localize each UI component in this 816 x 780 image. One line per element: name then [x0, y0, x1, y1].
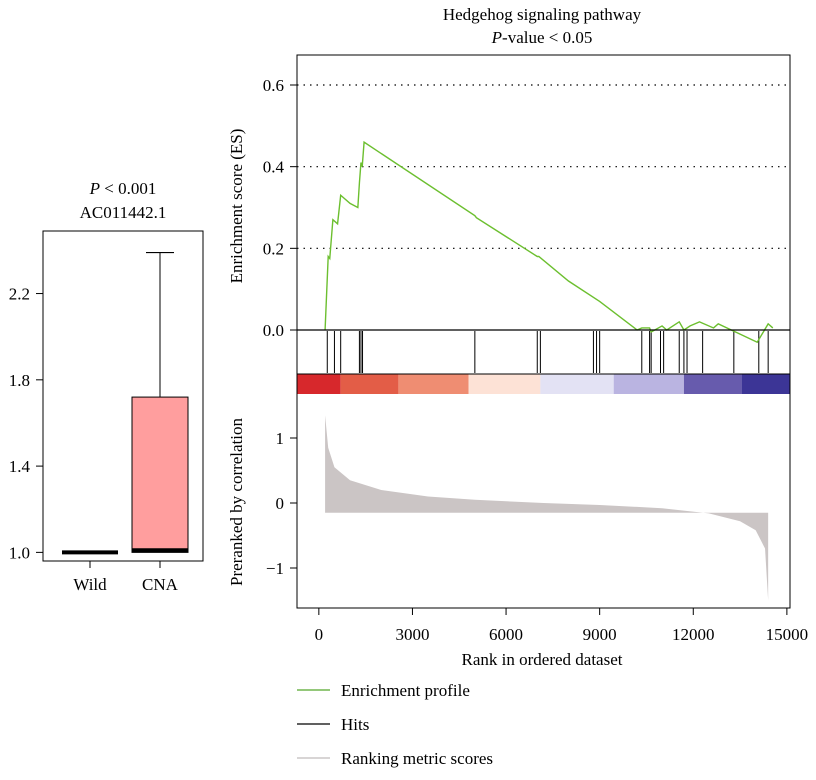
- x-tick-label: 6000: [489, 625, 523, 644]
- metric-fill: [325, 415, 769, 601]
- hit-lines: [326, 331, 769, 373]
- x-tick-label: 9000: [583, 625, 617, 644]
- boxplot-x-tick-label: Wild: [73, 575, 107, 594]
- color-bar-segment: [613, 374, 684, 394]
- es-curve: [324, 140, 774, 344]
- legend-label: Enrichment profile: [341, 681, 470, 700]
- boxplot-boxes: [62, 251, 189, 555]
- metric-axis-label: Preranked by correlation: [227, 417, 246, 586]
- es-y-tick-label: 0.6: [263, 76, 284, 95]
- boxplot-y-tick-label: 1.8: [9, 371, 30, 390]
- boxplot-x-axis: Wild CNA: [73, 561, 179, 594]
- x-tick-label: 15000: [766, 625, 809, 644]
- boxplot-x-tick-label: CNA: [142, 575, 179, 594]
- box-cna: [131, 251, 189, 553]
- boxplot-y-tick-label: 1.4: [9, 457, 31, 476]
- color-bar-segment: [340, 374, 399, 394]
- boxplot-y-tick-label: 2.2: [9, 285, 30, 304]
- boxplot-p-italic: P: [89, 179, 100, 198]
- es-y-tick-label: 0.0: [263, 321, 284, 340]
- box-body: [131, 396, 189, 553]
- color-bar: [297, 374, 790, 394]
- metric-area: [325, 415, 769, 601]
- gsea-subtitle-p-italic: P: [491, 28, 502, 47]
- x-tick-label: 3000: [395, 625, 429, 644]
- boxplot-y-axis: 1.0 1.4 1.8 2.2: [9, 285, 43, 562]
- boxplot-pvalue-title: P < 0.001: [89, 179, 157, 198]
- es-y-tick-label: 0.2: [263, 239, 284, 258]
- x-tick-label: 12000: [672, 625, 715, 644]
- es-y-axis: 0.0 0.2 0.4 0.6: [263, 76, 297, 340]
- gsea-frame: [296, 54, 791, 609]
- metric-y-tick-label: −1: [266, 559, 284, 578]
- metric-y-axis: −1 0 1: [266, 429, 297, 578]
- color-bar-segment: [468, 374, 541, 394]
- legend: Enrichment profile Hits Ranking metric sco…: [297, 681, 493, 768]
- gsea-x-axis: 0 3000 6000 9000 12000 15000: [315, 608, 809, 644]
- metric-y-tick-label: 0: [276, 494, 285, 513]
- color-bar-segment: [683, 374, 742, 394]
- es-y-tick-label: 0.4: [263, 158, 285, 177]
- x-tick-label: 0: [315, 625, 324, 644]
- gsea-subtitle: P-value < 0.05: [491, 28, 593, 47]
- es-grid: [297, 84, 790, 249]
- es-line: [324, 140, 774, 344]
- color-bar-segment: [741, 374, 790, 394]
- gsea-panel: Hedgehog signaling pathway P-value < 0.0…: [227, 5, 808, 768]
- boxplot-y-tick-label: 1.0: [9, 543, 30, 562]
- boxplot-p-rest: < 0.001: [100, 179, 156, 198]
- gsea-title: Hedgehog signaling pathway: [443, 5, 642, 24]
- color-bar-segment: [297, 374, 341, 394]
- boxplot-panel: P < 0.001 AC011442.1 1.0 1.4 1.8 2.2 Wild CN…: [9, 179, 204, 594]
- legend-label: Ranking metric scores: [341, 749, 493, 768]
- gsea-subtitle-rest: -value < 0.05: [502, 28, 592, 47]
- metric-y-tick-label: 1: [276, 429, 285, 448]
- x-axis-label: Rank in ordered dataset: [462, 650, 623, 669]
- boxplot-frame: [42, 230, 204, 562]
- color-bar-segment: [540, 374, 614, 394]
- legend-label: Hits: [341, 715, 369, 734]
- boxplot-title: AC011442.1: [80, 203, 167, 222]
- color-bar-segment: [398, 374, 469, 394]
- es-axis-label: Enrichment score (ES): [227, 129, 246, 284]
